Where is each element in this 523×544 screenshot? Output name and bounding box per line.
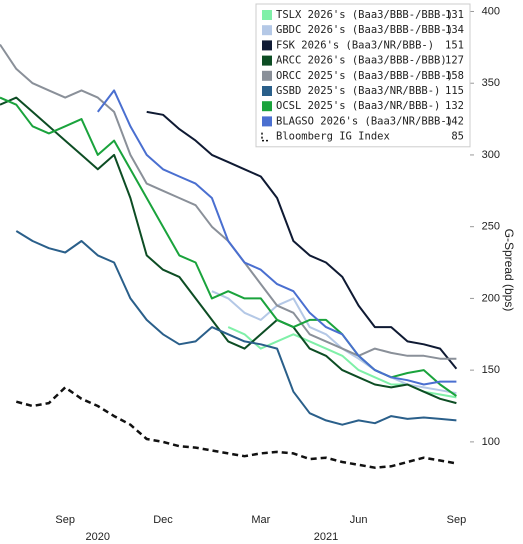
year-label: 2020 bbox=[86, 531, 110, 543]
legend-swatch bbox=[262, 86, 272, 96]
legend: TSLX 2026's (Baa3/BBB-/BBB-)131 GBDC 2026… bbox=[255, 3, 471, 148]
series-line bbox=[146, 110, 458, 370]
legend-label: GBDC 2026's (Baa3/BBB-/BBB-) bbox=[276, 24, 453, 36]
legend-value: 85 bbox=[451, 131, 464, 143]
legend-swatch bbox=[262, 55, 272, 66]
x-tick-label: Sep bbox=[55, 514, 75, 526]
legend-value: 115 bbox=[445, 85, 464, 97]
series-line bbox=[97, 89, 457, 386]
legend-value: 127 bbox=[445, 55, 464, 67]
year-label: 2021 bbox=[314, 531, 338, 543]
y-tick-label: 100 bbox=[482, 436, 500, 448]
y-tick-label: 150 bbox=[482, 364, 500, 376]
y-tick-label: 250 bbox=[482, 221, 500, 233]
x-tick-label: Mar bbox=[251, 514, 270, 526]
legend-value: 131 bbox=[445, 9, 464, 21]
x-tick-label: Sep bbox=[447, 514, 467, 526]
legend-label: ARCC 2026's (Baa3/BBB-/BBB) bbox=[276, 55, 447, 67]
y-tick-label: 300 bbox=[482, 149, 500, 161]
legend-swatch bbox=[262, 10, 272, 20]
legend-label: TSLX 2026's (Baa3/BBB-/BBB-) bbox=[276, 9, 453, 21]
series-line bbox=[15, 386, 457, 469]
legend-value: 132 bbox=[445, 100, 464, 112]
y-tick-label: 400 bbox=[482, 5, 500, 17]
y-axis-label: G-Spread (bps) bbox=[502, 229, 516, 312]
series-line bbox=[15, 230, 457, 426]
legend-label: ORCC 2025's (Baa3/BBB-/BBB-) bbox=[276, 70, 453, 82]
legend-label: Bloomberg IG Index bbox=[276, 131, 390, 143]
legend-swatch bbox=[262, 101, 272, 112]
legend-swatch bbox=[262, 25, 272, 36]
legend-box bbox=[255, 3, 471, 148]
legend-label: FSK 2026's (Baa3/NR/BBB-) bbox=[276, 39, 434, 51]
y-tick-label: 350 bbox=[482, 77, 500, 89]
legend-swatch bbox=[262, 116, 272, 127]
series-line bbox=[211, 290, 457, 395]
legend-label: OCSL 2025's (Baa3/NR/BBB-) bbox=[276, 100, 440, 112]
y-tick-label: 200 bbox=[482, 292, 500, 304]
legend-label: BLAGSO 2026's (Baa3/NR/BBB-) bbox=[276, 115, 453, 127]
legend-value: 151 bbox=[445, 39, 464, 51]
x-tick-label: Jun bbox=[350, 514, 368, 526]
legend-swatch bbox=[262, 40, 272, 51]
legend-label: GSBD 2025's (Baa3/NR/BBB-) bbox=[276, 85, 440, 97]
legend-swatch bbox=[262, 70, 272, 81]
x-tick-label: Dec bbox=[153, 514, 173, 526]
legend-swatch bbox=[261, 132, 270, 142]
legend-value: 158 bbox=[445, 70, 464, 82]
legend-value: 134 bbox=[445, 24, 464, 36]
legend-value: 142 bbox=[445, 115, 464, 127]
series-line bbox=[0, 96, 457, 405]
